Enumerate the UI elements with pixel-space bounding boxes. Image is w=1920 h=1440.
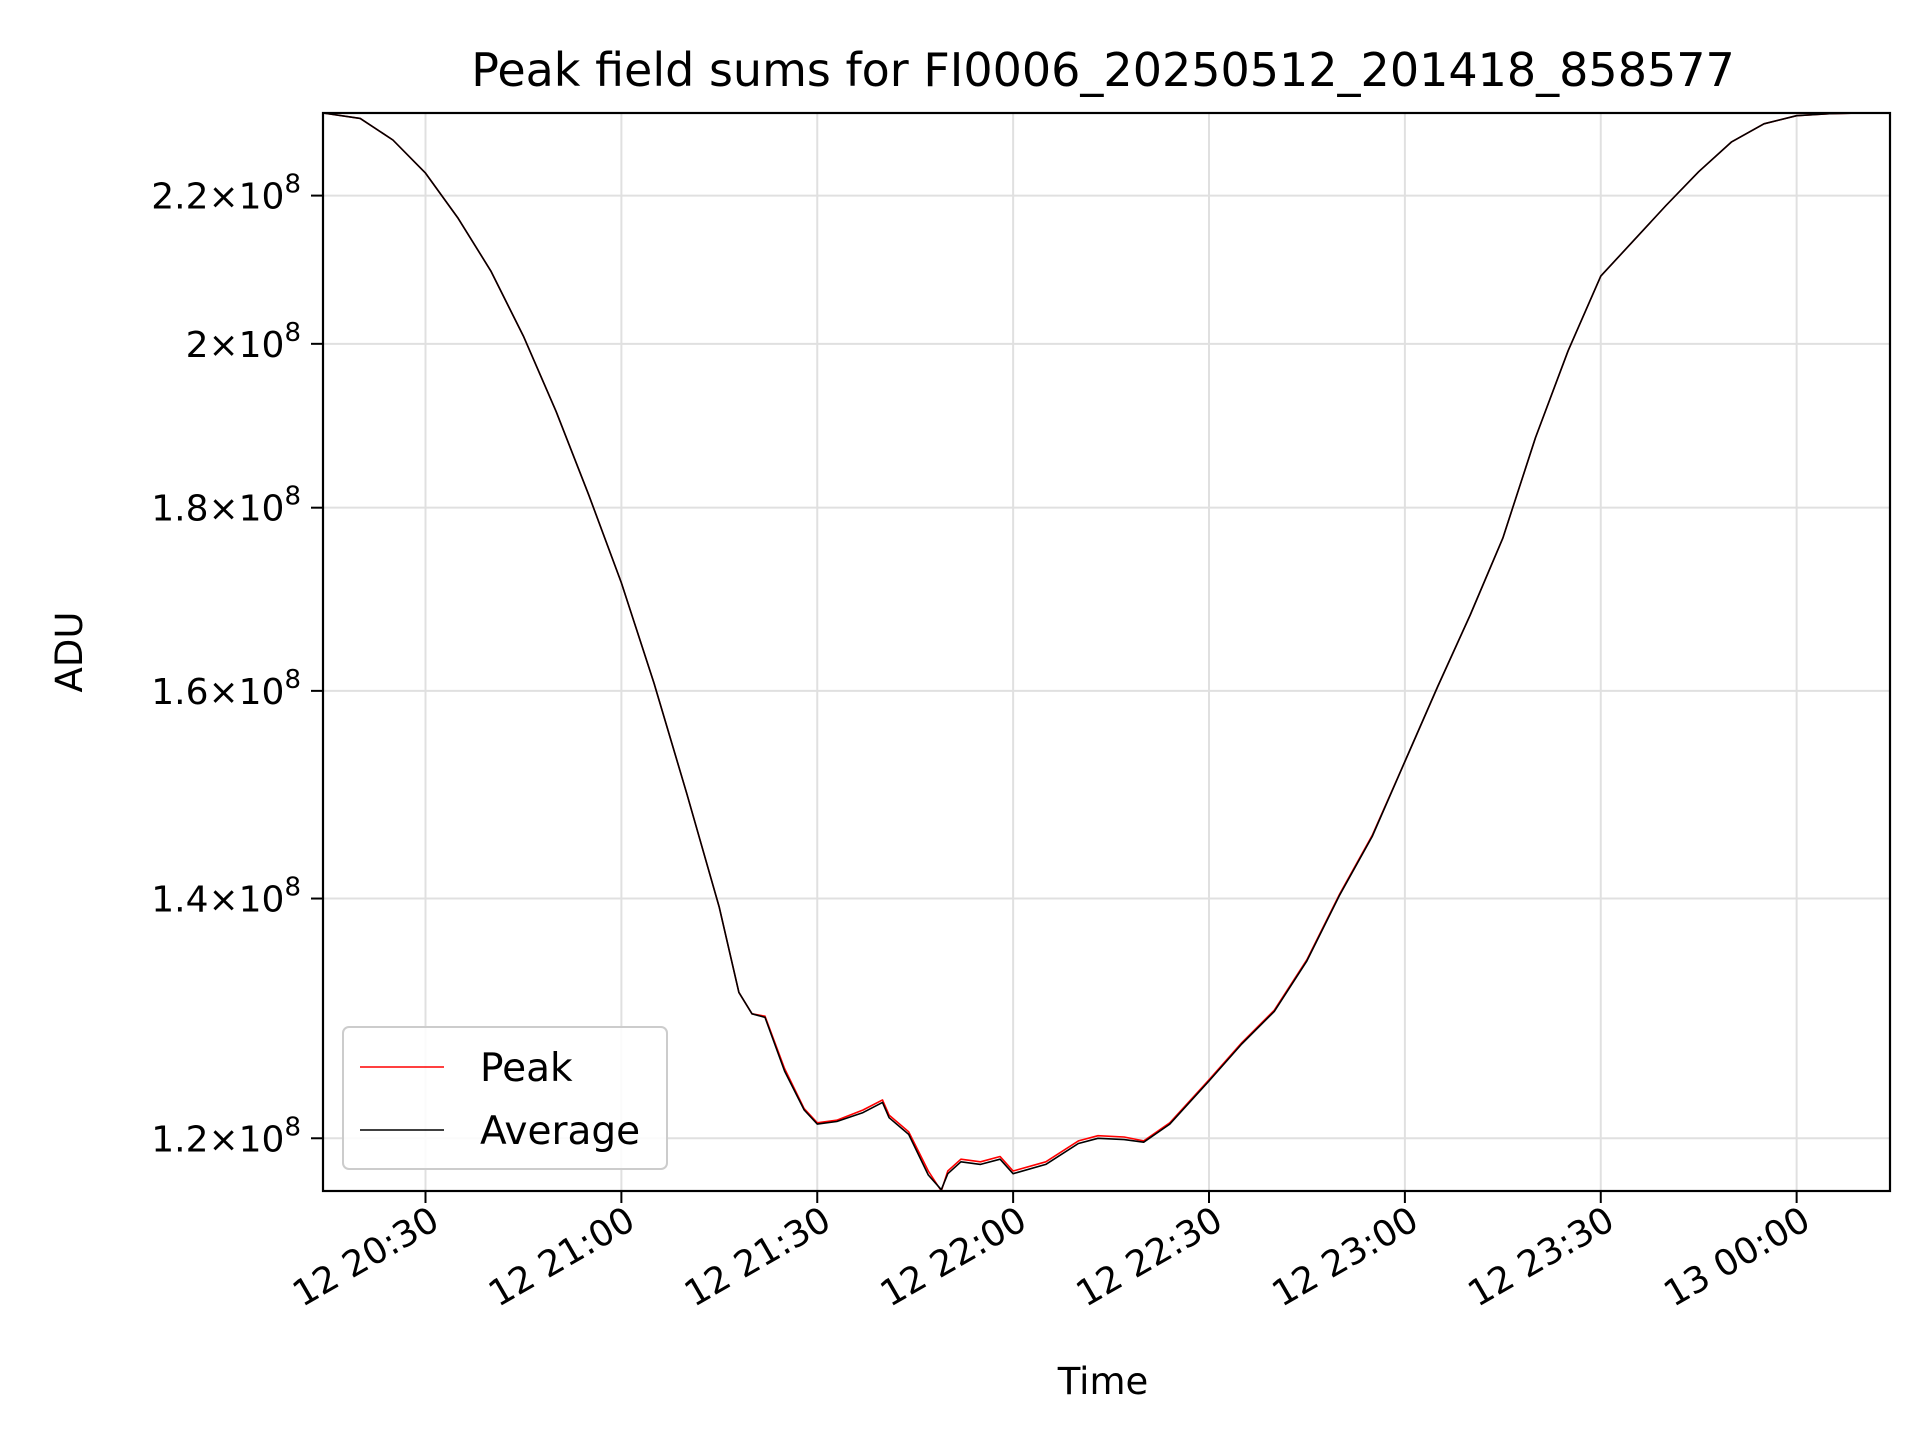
x-axis-label: Time (1057, 1360, 1149, 1403)
y-axis-ticks: 1.2×108 1.4×108 1.6×108 1.8×108 2×108 2.2×108 (151, 170, 323, 1160)
axes-frame (321, 111, 1892, 1193)
legend-box (342, 1026, 668, 1170)
legend-label-peak: Peak (480, 1046, 573, 1091)
legend-label-average: Average (480, 1109, 640, 1154)
series-lines (322, 112, 1890, 1192)
y-axis-label: ADU (48, 612, 91, 693)
y-tick-label: 1.2×108 (151, 1112, 301, 1160)
y-tick-label: 2×108 (186, 318, 301, 366)
y-tick-label: 1.8×108 (151, 482, 301, 530)
series-line-average (322, 112, 1890, 1191)
chart-title: Peak field sums for FI0006_20250512_2014… (471, 43, 1735, 97)
grid-lines (323, 113, 1890, 1191)
y-tick-label: 1.6×108 (151, 665, 301, 713)
legend: Peak Average (342, 1026, 668, 1170)
y-tick-label: 2.2×108 (151, 170, 301, 218)
y-tick-label: 1.4×108 (151, 873, 301, 921)
